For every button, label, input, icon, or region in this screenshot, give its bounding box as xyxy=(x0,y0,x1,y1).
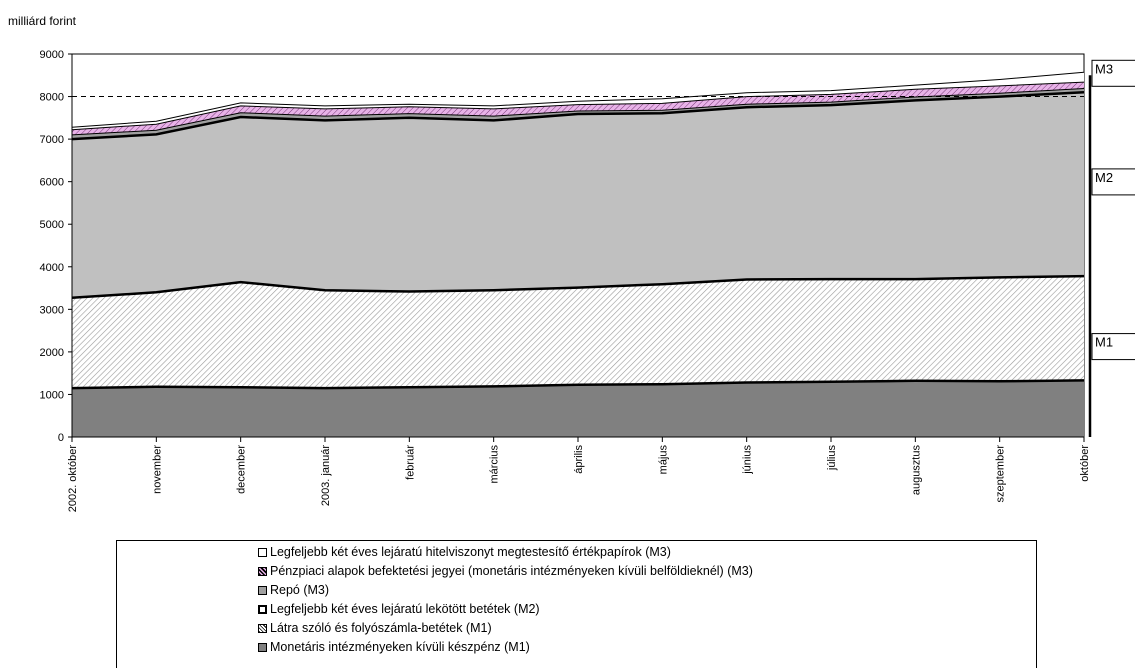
legend-item: Pénzpiaci alapok befektetési jegyei (mon… xyxy=(258,562,1036,581)
x-tick-label: augusztus xyxy=(910,445,922,496)
y-tick-label: 2000 xyxy=(40,347,64,359)
x-tick-label: május xyxy=(657,445,669,475)
x-tick-label: november xyxy=(151,445,163,494)
legend-label: Monetáris intézményeken kívüli készpénz … xyxy=(270,640,530,654)
area-money-market-funds xyxy=(72,82,1084,135)
area-time-deposits xyxy=(72,92,1084,298)
y-tick-label: 9000 xyxy=(40,49,64,61)
legend-item: Monetáris intézményeken kívüli készpénz … xyxy=(258,638,1036,657)
legend-swatch-sight-deposits xyxy=(258,624,267,633)
aggregate-label-box xyxy=(1091,168,1135,196)
series-boundary-line xyxy=(71,379,1085,390)
aggregate-label: M3 xyxy=(1095,61,1113,76)
series-boundary-line xyxy=(71,274,1085,300)
y-tick-label: 8000 xyxy=(40,92,64,104)
x-tick-label: 2002. október xyxy=(67,445,79,513)
legend-swatch-repo xyxy=(258,586,267,595)
x-tick-label: szeptember xyxy=(995,445,1007,503)
legend-label: Pénzpiaci alapok befektetési jegyei (mon… xyxy=(270,564,753,578)
series-boundary-line xyxy=(71,91,1085,141)
legend-item: Legfeljebb két éves lejáratú hitelviszon… xyxy=(258,543,1036,562)
y-tick-label: 7000 xyxy=(40,134,64,146)
x-tick-label: október xyxy=(1079,445,1091,482)
x-tick-label: február xyxy=(404,445,416,480)
chart-legend: Legfeljebb két éves lejáratú hitelviszon… xyxy=(116,540,1037,668)
area-sight-deposits xyxy=(72,276,1084,389)
legend-label: Legfeljebb két éves lejáratú hitelviszon… xyxy=(270,545,671,559)
legend-swatch-money-market-funds xyxy=(258,567,267,576)
y-axis-unit-label: milliárd forint xyxy=(8,14,77,28)
x-tick-label: április xyxy=(573,445,585,474)
legend-label: Repó (M3) xyxy=(270,583,330,597)
legend-item: Látra szóló és folyószámla-betétek (M1) xyxy=(258,619,1036,638)
legend-swatch-securities xyxy=(258,548,267,557)
aggregate-label-box xyxy=(1091,59,1135,87)
y-tick-label: 6000 xyxy=(40,177,64,189)
y-tick-label: 3000 xyxy=(40,304,64,316)
legend-swatch-cash xyxy=(258,643,267,652)
legend-label: Látra szóló és folyószámla-betétek (M1) xyxy=(270,621,492,635)
x-tick-label: március xyxy=(489,445,501,484)
aggregate-label-box xyxy=(1091,333,1135,361)
legend-swatch-time-deposits xyxy=(258,605,267,614)
x-tick-label: június xyxy=(742,445,754,475)
x-tick-label: 2003. január xyxy=(320,445,332,506)
stacked-area-chart: 0 1000 2000 3000 4000 5000 6000 7000 8000 9000 200… xyxy=(40,49,1135,513)
y-tick-label: 5000 xyxy=(40,219,64,231)
aggregate-label: M1 xyxy=(1095,335,1113,350)
series-boundary-line xyxy=(71,71,1085,128)
legend-label: Legfeljebb két éves lejáratú lekötött be… xyxy=(270,602,540,616)
y-tick-label: 1000 xyxy=(40,389,64,401)
x-tick-label: július xyxy=(826,445,838,472)
series-boundary-line xyxy=(71,81,1085,131)
y-tick-label: 0 xyxy=(58,432,64,444)
series-boundary-line xyxy=(71,88,1085,136)
y-tick-label: 4000 xyxy=(40,262,64,274)
x-tick-label: december xyxy=(236,445,248,494)
legend-item: Legfeljebb két éves lejáratú lekötött be… xyxy=(258,600,1036,619)
area-cash xyxy=(72,380,1084,437)
legend-item: Repó (M3) xyxy=(258,581,1036,600)
aggregate-label: M2 xyxy=(1095,170,1113,185)
